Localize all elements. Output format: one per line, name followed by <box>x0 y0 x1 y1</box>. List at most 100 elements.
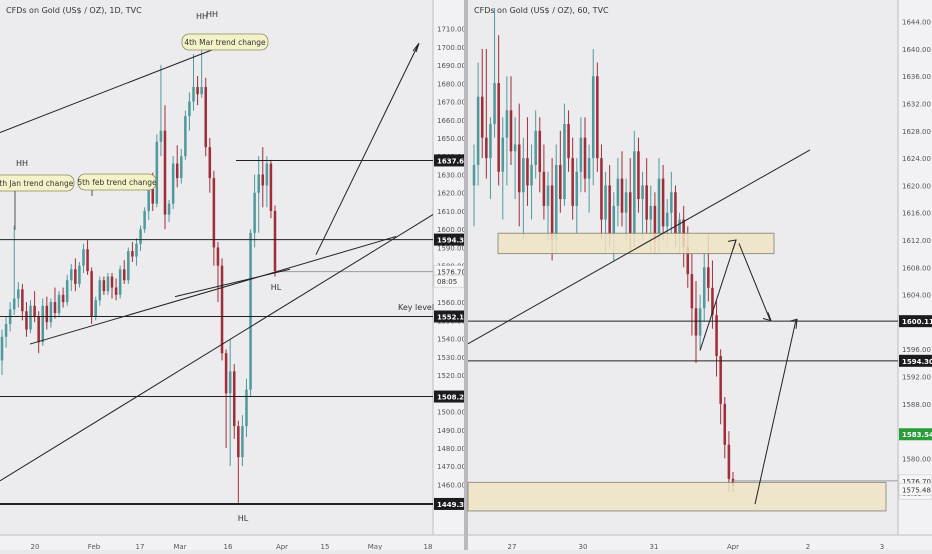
candle-body <box>489 124 492 159</box>
candle-body <box>505 110 509 138</box>
price-label-text: 08:05 <box>437 278 457 286</box>
price-label: 1594.30 <box>434 233 469 246</box>
candle-body <box>29 305 32 330</box>
x-tick-label: 2 <box>806 543 810 550</box>
chart-title: CFDs on Gold (US$ / OZ), 60, TVC <box>474 6 609 15</box>
panel-divider <box>464 0 468 550</box>
trend-line-support <box>29 235 397 345</box>
candle-body <box>715 315 718 357</box>
annotation-hh: HH <box>16 159 28 168</box>
candle-body <box>49 302 53 323</box>
candle-body <box>257 174 260 193</box>
candle-body <box>480 96 484 138</box>
x-tick-label: 17 <box>136 543 145 550</box>
chart-panel-1: 1710.00 1700.00 1690.00 1680.00 1670.00 1660.… <box>0 0 469 551</box>
y-tick-label: 1590.00 <box>437 244 466 252</box>
annotation-hl: HL <box>271 283 282 292</box>
x-tick-label: 18 <box>424 543 433 550</box>
price-label-text: 1576.70 <box>437 269 466 277</box>
annotation-key-level: Key level <box>398 303 434 312</box>
candle-body <box>628 192 632 234</box>
callout-text: 5th feb trend change <box>77 178 157 187</box>
candle-body <box>472 164 476 186</box>
candle-body <box>21 289 24 312</box>
price-label-text: 1583.54 <box>902 431 932 439</box>
candle-body <box>261 174 265 186</box>
price-label: 1575.48 <box>898 482 932 496</box>
candle-body <box>118 269 122 295</box>
candle-body <box>571 158 574 206</box>
candle-body <box>526 158 529 186</box>
candle-body <box>61 294 65 303</box>
y-tick-label: 1630.00 <box>437 171 466 179</box>
x-tick-label: Mar <box>173 543 186 550</box>
candle-body <box>620 178 624 213</box>
candle-body <box>90 271 93 317</box>
candle-body <box>559 164 562 200</box>
x-tick-label: 16 <box>224 543 233 550</box>
candle-body <box>65 280 69 303</box>
candle-body <box>41 305 45 343</box>
y-tick-label: 1600.00 <box>437 226 466 234</box>
candle-body <box>192 86 195 102</box>
price-label-text: 1575.48 <box>902 486 931 494</box>
candle-body <box>534 130 537 165</box>
price-label-text: 1600.11 <box>902 318 932 326</box>
candle-body <box>33 305 36 317</box>
price-label-box <box>434 233 464 246</box>
x-tick-label: Apr <box>276 543 288 550</box>
callout-feb: 5th feb trend change <box>77 173 157 196</box>
plot-background <box>0 0 433 535</box>
y-tick-label: 1480.00 <box>437 445 466 453</box>
y-tick-label: 1710.00 <box>437 26 466 34</box>
price-label: 1508.22 <box>434 390 469 403</box>
x-tick-label: 27 <box>508 543 517 550</box>
candle-body <box>723 403 727 445</box>
candle-body <box>657 178 661 241</box>
candle-body <box>200 86 203 95</box>
price-label-text: 1594.30 <box>902 358 932 366</box>
candle-body <box>94 300 97 317</box>
price-label-text: 1449.32 <box>437 501 469 509</box>
candle-body <box>665 212 669 227</box>
y-tick-label: 1460.00 <box>437 481 466 489</box>
candle-body <box>645 185 648 220</box>
candle-body <box>127 251 130 281</box>
candle-body <box>563 124 566 200</box>
price-label: 1594.30 <box>899 354 932 367</box>
y-tick-label: 1580.00 <box>902 455 931 463</box>
candle-body <box>265 163 269 186</box>
x-tick-label: 20 <box>31 543 40 550</box>
projection-arrowhead <box>727 239 737 250</box>
candle-body <box>249 232 252 390</box>
x-tick-label: 15 <box>321 543 330 550</box>
price-axis <box>898 0 932 535</box>
price-label: 08:05 <box>433 274 465 288</box>
candle-body <box>82 249 85 266</box>
y-tick-label: 1588.00 <box>902 401 931 409</box>
candle-body <box>509 110 513 152</box>
projection-arrow-line <box>738 243 771 321</box>
candle-body <box>554 164 558 241</box>
y-tick-label: 1636.00 <box>902 73 931 81</box>
candle-body <box>253 192 256 233</box>
candle-body <box>624 192 628 213</box>
y-tick-label: 1604.00 <box>902 292 931 300</box>
y-tick-label: 1612.00 <box>902 237 931 245</box>
candle-body <box>70 269 73 281</box>
time-axis <box>0 535 464 550</box>
candle-body <box>690 274 694 309</box>
candle-body <box>139 229 142 244</box>
trend-line <box>467 149 811 345</box>
candle-body <box>204 86 207 148</box>
candle-body <box>98 280 102 301</box>
price-label-box <box>434 497 464 510</box>
candle-body <box>587 158 591 179</box>
candle-body <box>155 141 159 204</box>
candle-body <box>180 156 183 179</box>
candle-body <box>649 205 653 220</box>
candle-body <box>12 298 16 310</box>
candle-body <box>485 137 488 159</box>
candle-body <box>143 210 146 230</box>
trend-line-upper <box>0 35 249 133</box>
